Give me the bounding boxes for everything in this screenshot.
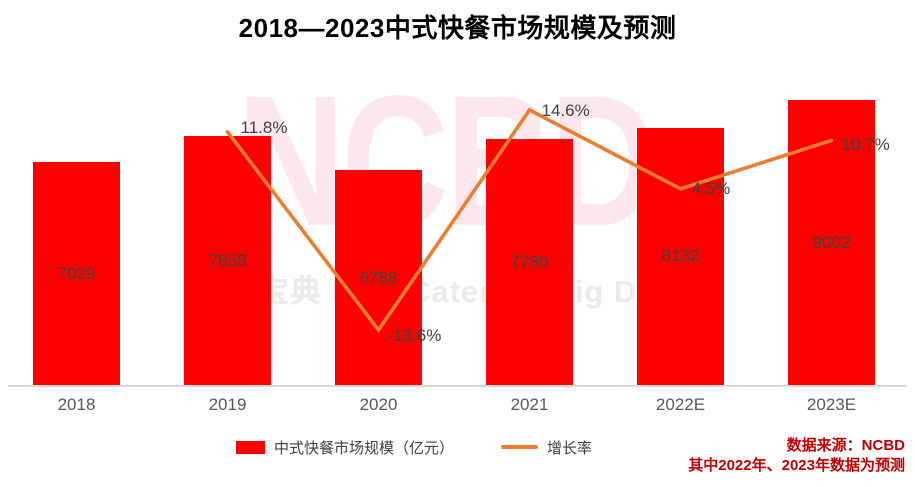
- chart-title: 2018—2023中式快餐市场规模及预测: [238, 13, 677, 43]
- bar-series-swatch: [236, 440, 265, 454]
- line-series-swatch: [501, 445, 539, 449]
- growth-rate-label-2019: 11.8%: [240, 117, 288, 137]
- bar-value-label: 7029: [57, 263, 96, 283]
- bar-value-label: 7780: [510, 251, 549, 271]
- bar-value-label: 9002: [812, 232, 851, 252]
- ncbd-watermark-subtext: 餐宝典 New Catering Big Data: [226, 274, 686, 309]
- bar-value-label: 7858: [208, 250, 247, 270]
- data-source-note: 数据来源：NCBD 其中2022年、2023年数据为预测: [688, 436, 905, 476]
- bar-value-label: 8132: [661, 246, 700, 266]
- chart-legend: 中式快餐市场规模（亿元） 增长率: [236, 436, 592, 458]
- growth-rate-label-2020: -13.6%: [387, 325, 442, 345]
- bar-2018: [33, 162, 120, 385]
- bar-value-label: 6788: [359, 267, 398, 287]
- data-source-line2: 其中2022年、2023年数据为预测: [688, 457, 905, 474]
- line-series-legend-label: 增长率: [547, 439, 593, 457]
- x-axis-line: [8, 385, 907, 387]
- growth-rate-label-2021: 14.6%: [541, 101, 590, 121]
- growth-rate-label-2022E: 4.5%: [691, 178, 731, 198]
- growth-rate-label-2023E: 10.7%: [841, 135, 890, 155]
- x-axis-label-2022E: 2022E: [655, 395, 706, 414]
- x-axis-label-2023E: 2023E: [806, 395, 857, 414]
- x-axis-label-2018: 2018: [57, 395, 96, 414]
- ncbd-watermark-logo: NCBD: [237, 58, 657, 265]
- data-source-line1: 数据来源：NCBD: [786, 437, 905, 454]
- x-axis-label-2021: 2021: [510, 395, 549, 414]
- x-axis-label-2020: 2020: [359, 395, 398, 414]
- x-axis-label-2019: 2019: [208, 395, 247, 414]
- bar-series-legend-label: 中式快餐市场规模（亿元）: [274, 439, 455, 457]
